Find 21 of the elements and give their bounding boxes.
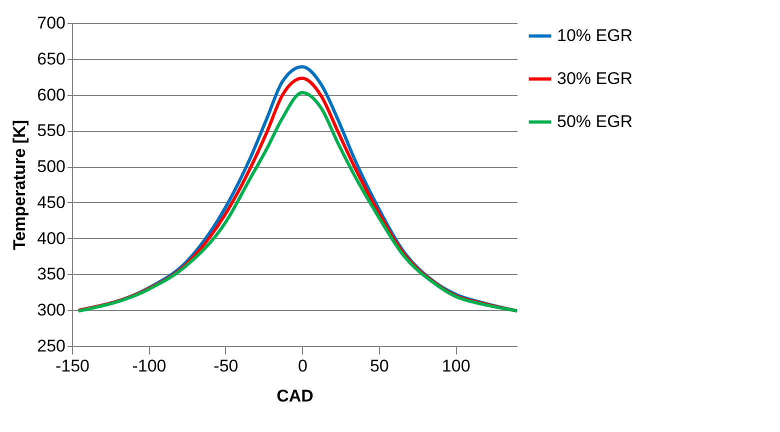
x-axis-title: CAD (276, 386, 314, 406)
y-axis-title: Temperature [K] (10, 120, 30, 250)
y-tick-label: 350 (37, 264, 66, 284)
y-tick-label: 450 (37, 192, 66, 212)
y-tick-label: 400 (37, 228, 66, 248)
x-tick-label: 0 (298, 356, 308, 376)
y-tick-label: 550 (37, 121, 66, 140)
y-tick-label: 300 (37, 300, 66, 320)
y-tick-label: 500 (37, 157, 66, 176)
x-tick-label: 100 (442, 356, 470, 376)
y-tick-label: 250 (37, 336, 66, 356)
x-tick-label: -150 (55, 356, 90, 376)
x-tick-label: -100 (132, 356, 166, 376)
x-tick-label: -50 (214, 356, 238, 376)
legend-label: 30% EGR (557, 69, 633, 88)
y-tick-label: 600 (37, 85, 66, 104)
legend-label: 50% EGR (557, 112, 633, 131)
x-tick-label: 50 (370, 356, 389, 376)
y-tick-label: 700 (37, 14, 66, 32)
legend-label: 10% EGR (557, 26, 633, 45)
y-tick-label: 650 (37, 49, 66, 68)
